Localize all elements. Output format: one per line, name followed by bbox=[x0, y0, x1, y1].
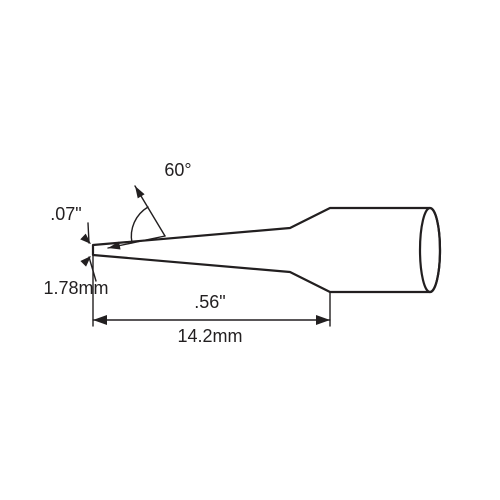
length-dimension: .56" 14.2mm bbox=[93, 255, 330, 346]
length-inches: .56" bbox=[194, 292, 225, 312]
arrowhead-icon bbox=[316, 315, 330, 325]
angle-label: 60° bbox=[164, 160, 191, 180]
tip-height-mm: 1.78mm bbox=[43, 278, 108, 298]
technical-drawing: 60° .07" 1.78mm .56" 14.2mm bbox=[0, 0, 500, 500]
arrowhead-icon bbox=[80, 256, 91, 267]
length-mm: 14.2mm bbox=[177, 326, 242, 346]
arrowhead-icon bbox=[93, 315, 107, 325]
arrowhead-icon bbox=[135, 186, 145, 198]
barrel-end-ellipse bbox=[420, 208, 440, 292]
part-outline bbox=[93, 208, 440, 292]
tip-height-dimension: .07" 1.78mm bbox=[43, 204, 108, 298]
angle-arc bbox=[131, 207, 148, 243]
angle-dimension: 60° bbox=[108, 160, 192, 250]
tip-height-inches: .07" bbox=[50, 204, 81, 224]
